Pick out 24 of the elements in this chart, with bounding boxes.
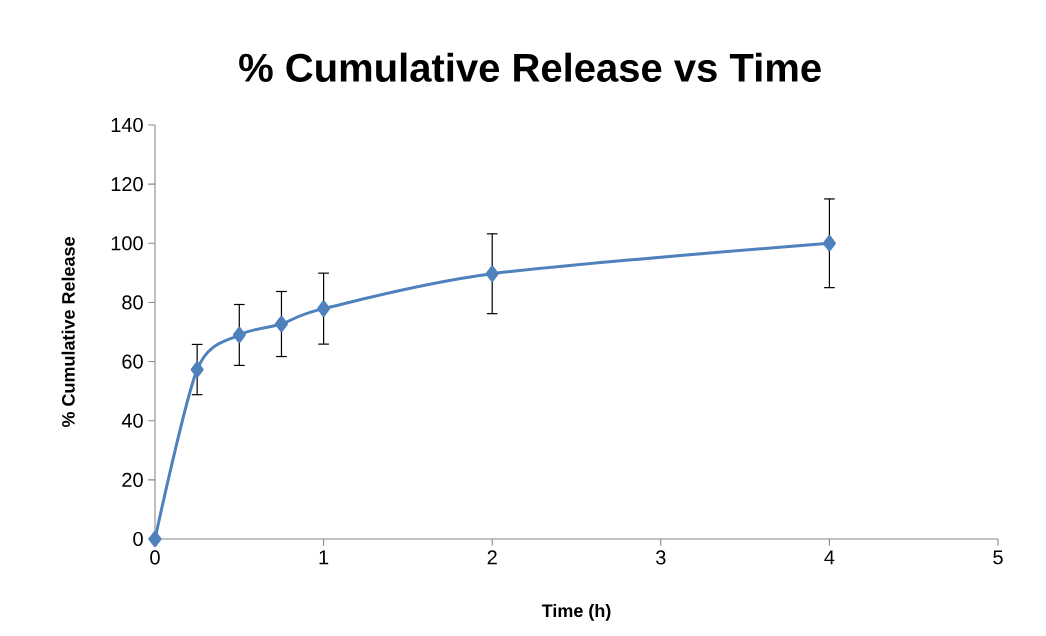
y-tick-label: 0 <box>133 531 143 547</box>
chart-title: % Cumulative Release vs Time <box>239 52 821 83</box>
x-axis-title: Time (h) <box>541 603 611 621</box>
y-tick-label: 100 <box>111 236 143 251</box>
point <box>822 235 836 252</box>
x-tick-label: 1 <box>319 550 329 565</box>
y-axis-title: % Cumulative Release <box>61 237 75 428</box>
point <box>232 326 246 344</box>
x-tick-label: 5 <box>993 550 1003 565</box>
y-tick-label: 80 <box>122 295 143 310</box>
point <box>317 300 331 317</box>
y-tick-label: 60 <box>122 354 143 369</box>
point <box>190 361 204 378</box>
x-tick-label: 3 <box>656 550 666 565</box>
x-tick-label: 2 <box>487 550 497 565</box>
point <box>274 315 288 333</box>
x-tick-label: 0 <box>150 550 160 565</box>
point <box>485 265 499 282</box>
point <box>148 530 162 548</box>
y-tick-label: 40 <box>121 413 143 428</box>
y-tick-label: 20 <box>122 472 143 487</box>
y-tick-label: 140 <box>111 117 143 133</box>
y-tick-label: 120 <box>111 177 143 192</box>
x-tick-label: 4 <box>824 550 835 565</box>
